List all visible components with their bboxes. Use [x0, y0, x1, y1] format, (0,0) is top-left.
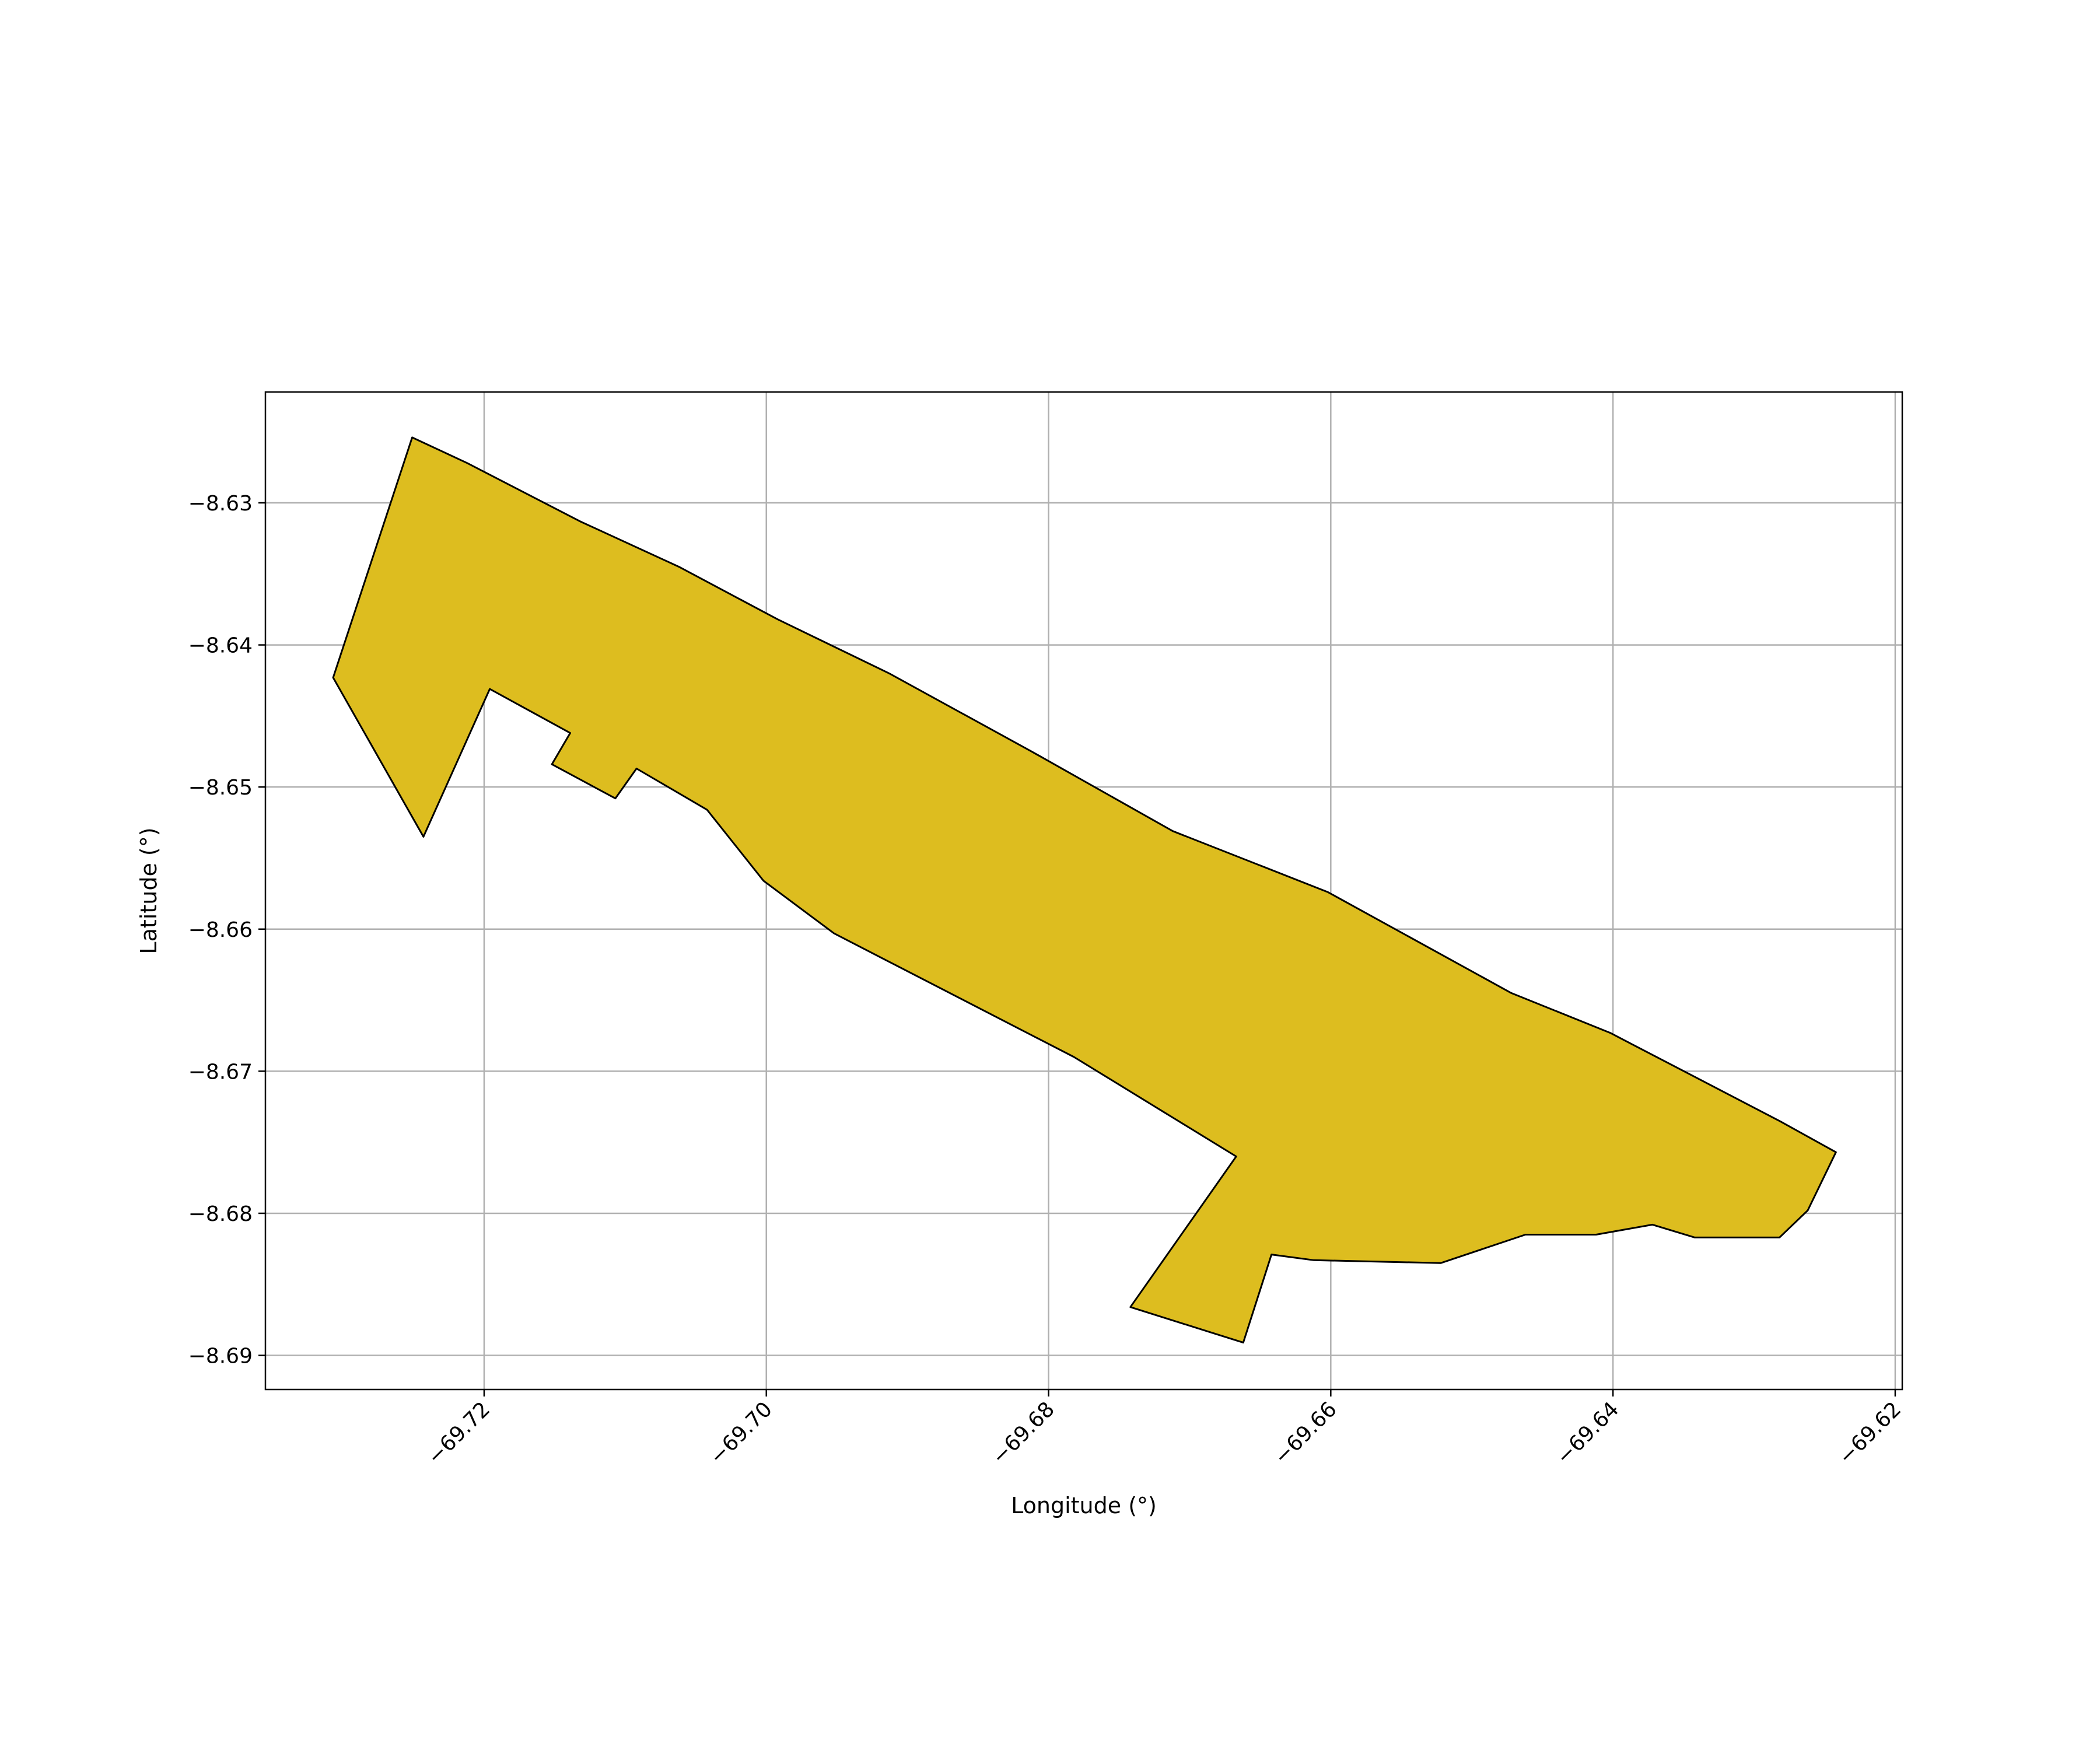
x-axis-label: Longitude (°): [1011, 1493, 1157, 1518]
y-tick-label: −8.64: [188, 634, 253, 658]
y-tick-label: −8.65: [188, 776, 253, 800]
y-ticks: −8.63 −8.64 −8.65 −8.66 −8.67 −8.68 −8.69: [188, 492, 265, 1368]
polygon-layer: [332, 436, 1837, 1344]
y-tick-label: −8.69: [188, 1345, 253, 1368]
axes-frame: [264, 391, 1903, 1391]
y-tick-label: −8.68: [188, 1202, 253, 1226]
y-tick-label: −8.67: [188, 1060, 253, 1084]
y-tick-label: −8.63: [188, 492, 253, 516]
y-axis-label: Latitude (°): [136, 827, 162, 954]
y-tick-label: −8.66: [188, 918, 253, 942]
region-polygon: [332, 436, 1837, 1344]
